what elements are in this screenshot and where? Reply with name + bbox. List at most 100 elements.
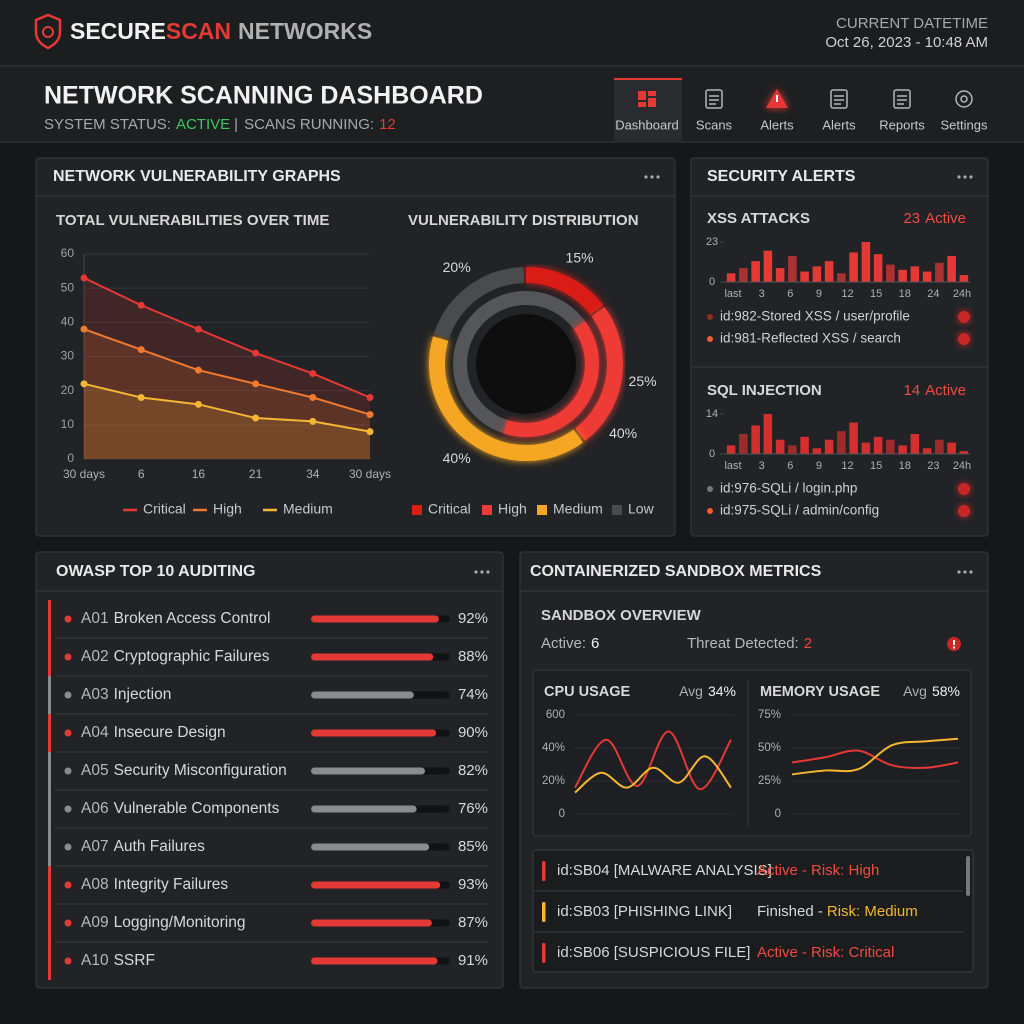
- datetime: Oct 26, 2023 - 10:48 AM: [825, 34, 988, 51]
- label: Active:: [541, 635, 586, 652]
- donut-segment: [575, 306, 623, 442]
- brand-part: SCAN: [166, 18, 231, 44]
- avg: Avg 34%: [679, 683, 736, 699]
- bar: [800, 271, 809, 282]
- panel-menu[interactable]: [474, 570, 490, 574]
- status-dot: [64, 767, 72, 775]
- code: A10: [81, 952, 109, 969]
- bar: [763, 414, 773, 454]
- alert-icon: [947, 637, 961, 651]
- nav-icon[interactable]: [830, 89, 848, 109]
- bar: [775, 439, 785, 454]
- status: Active -: [757, 862, 807, 879]
- scrollbar[interactable]: [966, 856, 970, 896]
- nav-label[interactable]: Scans: [696, 117, 733, 132]
- code: A04: [81, 724, 109, 741]
- nav-icon[interactable]: [893, 89, 911, 109]
- nav-icon[interactable]: [766, 89, 788, 108]
- avg-value: 58%: [932, 683, 960, 699]
- side-bar: [48, 828, 51, 866]
- bar: [775, 268, 785, 282]
- icon-part: [960, 95, 968, 103]
- panel-title: NETWORK VULNERABILITY GRAPHS: [53, 168, 341, 185]
- status-dot: [64, 653, 72, 661]
- point: [80, 325, 88, 333]
- owasp-item: A04 Insecure Design: [81, 724, 226, 741]
- point: [137, 346, 145, 354]
- side-bar: [48, 904, 51, 942]
- bar: [739, 268, 748, 282]
- datetime-label: CURRENT DATETIME: [836, 15, 988, 32]
- panel-title: SECURITY ALERTS: [707, 168, 856, 185]
- metrics-box: [532, 669, 972, 837]
- owasp-item: A03 Injection: [81, 686, 171, 703]
- x-tick-label: 9: [816, 460, 822, 472]
- owasp-item: A05 Security Misconfiguration: [81, 762, 287, 779]
- owasp-item: A09 Logging/Monitoring: [81, 914, 245, 931]
- x-tick-label: 3: [759, 460, 765, 472]
- x-tick-label: 6: [787, 288, 793, 300]
- bar: [311, 691, 414, 699]
- legend-swatch: [482, 505, 492, 515]
- point: [194, 400, 202, 408]
- nav-label[interactable]: Reports: [879, 117, 925, 132]
- code: A09: [81, 914, 109, 931]
- x-tick-label: 3: [759, 288, 765, 300]
- sandbox-id: id:SB03 [PHISHING LINK]: [557, 903, 732, 920]
- nav-icon[interactable]: [955, 90, 973, 108]
- x-tick-label: 30 days: [349, 467, 391, 481]
- nav-icon[interactable]: [705, 89, 723, 109]
- bar: [800, 436, 809, 454]
- avg: Avg 58%: [903, 683, 960, 699]
- legend-label: High: [213, 501, 242, 517]
- icon-part: [705, 89, 723, 109]
- bar: [812, 266, 822, 282]
- status-dot: [64, 805, 72, 813]
- brand-part: NETWORKS: [238, 18, 372, 44]
- x-tick-label: 12: [841, 460, 853, 472]
- name: Security Misconfiguration: [114, 762, 287, 779]
- nav-label[interactable]: Dashboard: [615, 117, 679, 132]
- chart-title: CPU USAGE: [544, 684, 631, 700]
- nav-icon[interactable]: [638, 91, 656, 107]
- risk: Risk: High: [811, 862, 879, 879]
- nav-label[interactable]: Alerts: [760, 117, 794, 132]
- status-dot: [64, 957, 72, 965]
- status-dot: [64, 843, 72, 851]
- bar: [886, 264, 895, 282]
- code: A01: [81, 610, 109, 627]
- bar: [739, 434, 748, 454]
- avg-label: Avg: [903, 683, 927, 699]
- sandbox-status: Active - Risk: Critical: [757, 944, 894, 961]
- nav-label[interactable]: Settings: [941, 117, 988, 132]
- panel-menu[interactable]: [957, 175, 973, 179]
- status-line: SYSTEM STATUS: ACTIVE | SCANS RUNNING: 12: [44, 116, 396, 133]
- data-label: 15%: [566, 250, 594, 266]
- section-title: XSS ATTACKS: [707, 210, 810, 227]
- legend-label: Critical: [428, 501, 471, 517]
- point: [252, 349, 260, 357]
- side-bar: [48, 676, 51, 714]
- name: Vulnerable Components: [114, 800, 280, 817]
- area: [84, 383, 370, 459]
- y-tick-label: 0: [709, 276, 715, 288]
- bar: [849, 422, 858, 454]
- panel-menu[interactable]: [644, 175, 660, 179]
- name: Cryptographic Failures: [114, 648, 270, 665]
- nav-label[interactable]: Alerts: [822, 117, 856, 132]
- brand: SECURESCAN NETWORKS: [70, 18, 372, 44]
- point: [309, 370, 317, 378]
- bar: [311, 805, 417, 813]
- y-tick-label: 600: [546, 709, 565, 721]
- bar: [726, 273, 736, 282]
- bar: [837, 431, 846, 454]
- bar: [886, 439, 895, 454]
- label: Threat Detected:: [687, 635, 799, 652]
- data-label: 91%: [458, 952, 488, 969]
- x-tick-label: 18: [899, 288, 911, 300]
- status-dot: [707, 336, 713, 342]
- nav-active-bg: [614, 78, 682, 142]
- panel-menu[interactable]: [957, 570, 973, 574]
- legend-label: High: [498, 501, 527, 517]
